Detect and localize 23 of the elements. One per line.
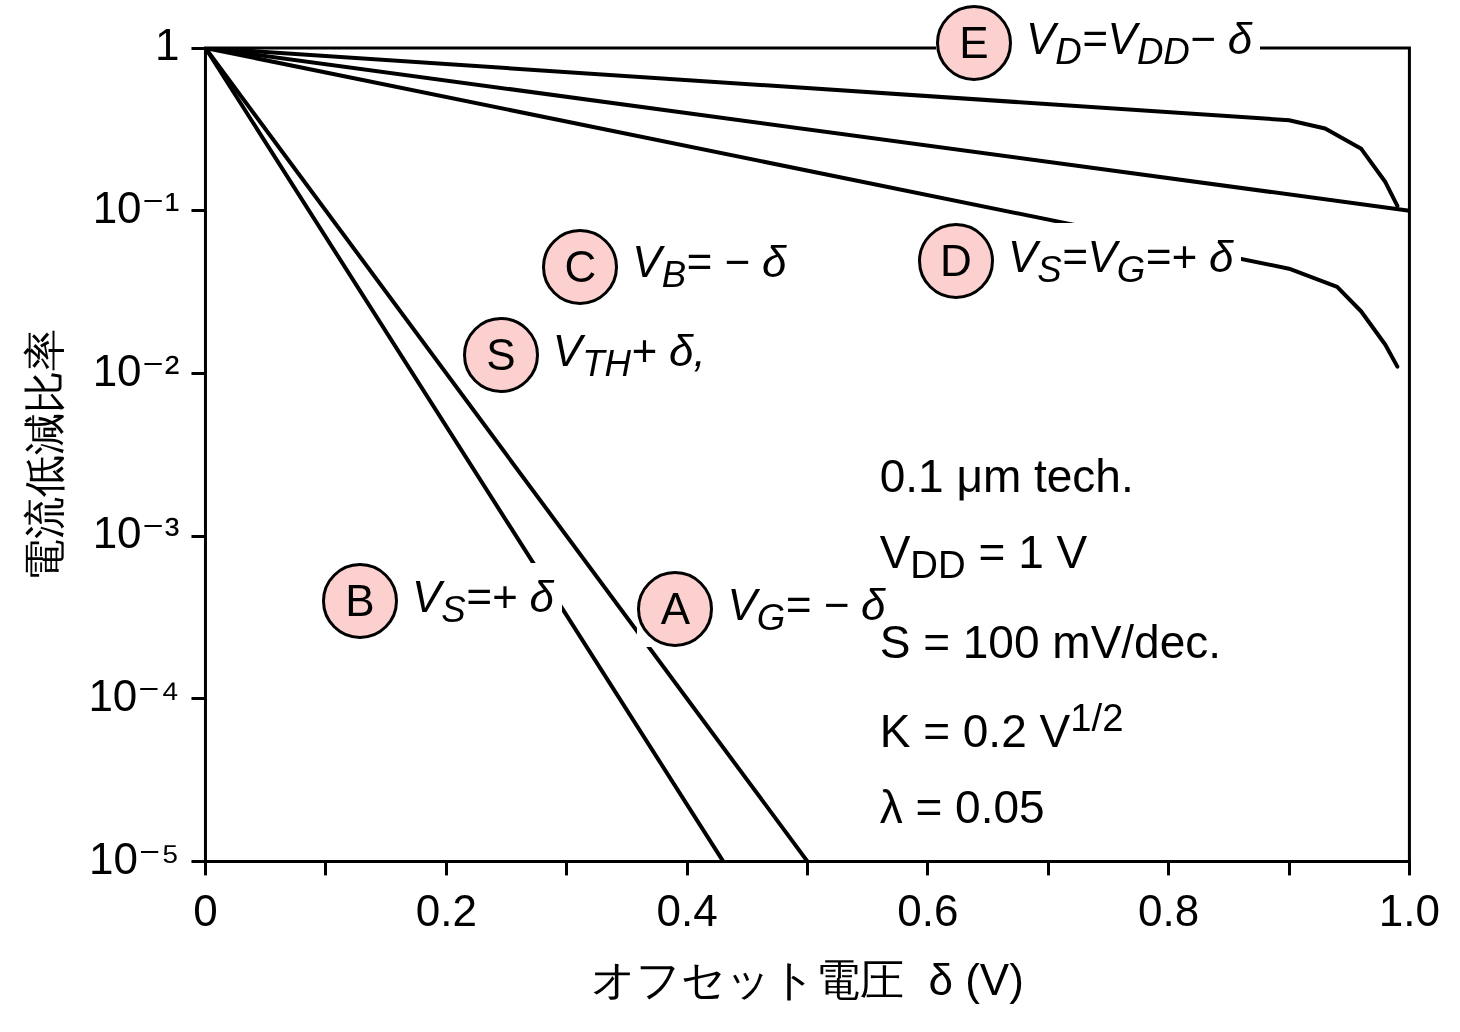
y-axis-title: 電流低減比率 [20,328,68,581]
annotation: 0.1 μm tech. [879,449,1135,505]
x-tick-label: 0.6 [897,885,959,935]
annotation: E V$_{D}$=V$_{DD}$− δ [958,12,1253,74]
annotation: S V$_{TH}$+ δ, [485,324,706,386]
annotation: D V$_{S}$=V$_{G}$=+ δ [939,230,1234,292]
annotation: B V$_{S}$=+ δ [344,570,554,632]
x-axis-title: オフセット電圧 δ (V) [591,954,1024,1004]
y-tick-label: 10⁻⁵ [89,833,180,883]
annotation: λ = 0.05 [879,779,1046,835]
x-tick-label: 0 [193,885,218,935]
y-tick-label: 10⁻³ [92,508,180,558]
annotation: C V$_{B}$= − δ [563,236,787,298]
x-tick-label: 0.4 [656,885,718,935]
annotation: K = 0.2 V$^{1/2}$ [879,694,1125,759]
x-tick-label: 0.2 [415,885,477,935]
y-tick-label: 1 [154,20,180,70]
x-tick-label: 0.8 [1138,885,1200,935]
x-tick-label: 1.0 [1378,885,1440,935]
y-tick-label: 10⁻⁴ [88,670,180,720]
y-tick-label: 10⁻² [92,345,180,395]
y-tick-label: 10⁻¹ [92,182,180,232]
annotation: V$_{DD}$ = 1 V [879,526,1088,587]
